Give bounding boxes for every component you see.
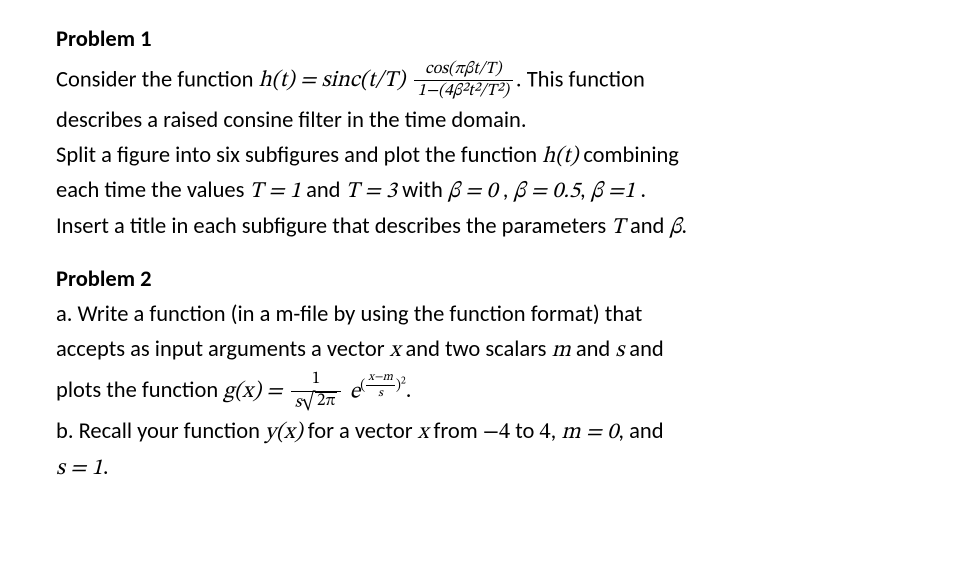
math-ht: h(t) bbox=[542, 146, 578, 168]
text-span: and bbox=[571, 336, 616, 363]
text-span: . bbox=[635, 177, 646, 204]
math-h-def: h(t) = sinc(t/T) cos(πβt/T) 1−(4β²t²/T²) bbox=[259, 70, 516, 92]
problem-1-line-3: Split a figure into six subfigures and p… bbox=[56, 140, 922, 174]
math-gx: g(x) = 1 s√2π e(x−ms)2 bbox=[223, 381, 405, 403]
problem-2a-line-1: a. Write a function (in a m-file by usin… bbox=[56, 299, 922, 332]
text-span: each time the values bbox=[56, 177, 250, 204]
math-exp-frac: x−m s bbox=[366, 371, 395, 400]
sqrt: √2π bbox=[301, 392, 337, 412]
text-span: and two scalars bbox=[400, 336, 551, 363]
math-T1: T = 1 bbox=[250, 181, 301, 203]
math-exp: e(x−ms)2 bbox=[350, 371, 406, 409]
math-x: x bbox=[390, 340, 401, 362]
text-span: plots the function bbox=[56, 377, 223, 404]
fraction-numerator: cos(πβt/T) bbox=[425, 61, 501, 78]
problem-2: Problem 2 a. Write a function (in a m-fi… bbox=[56, 264, 922, 485]
text-span: and bbox=[624, 336, 664, 363]
text-span: and bbox=[301, 177, 346, 204]
problem-2a-line-2: accepts as input arguments a vector x an… bbox=[56, 334, 922, 368]
math-T: T bbox=[611, 217, 625, 239]
math-T3: T = 3 bbox=[346, 181, 397, 203]
problem-1-line-1: Consider the function h(t) = sinc(t/T) c… bbox=[56, 59, 922, 103]
text-span: accepts as input arguments a vector bbox=[56, 336, 390, 363]
math-gx-lhs: g(x) = bbox=[223, 381, 288, 403]
math-s1: s = 1 bbox=[56, 458, 103, 480]
fraction-denominator: 1−(4β²t²/T²) bbox=[418, 83, 509, 100]
math-b0: β = 0 bbox=[448, 181, 498, 203]
sqrt-sign-icon: √ bbox=[301, 394, 315, 411]
text-span: from bbox=[428, 418, 482, 445]
math-b05: β = 0.5 bbox=[514, 181, 581, 203]
problem-2-heading: Problem 2 bbox=[56, 264, 922, 297]
text-span: , and bbox=[618, 418, 663, 445]
problem-1-line-5: Insert a title in each subfigure that de… bbox=[56, 211, 922, 245]
sqrt-arg: 2π bbox=[317, 393, 335, 410]
math-lhs: h(t) = sinc(t/T) bbox=[259, 70, 406, 92]
text-span: combining bbox=[578, 142, 679, 169]
text-span: . bbox=[406, 377, 412, 404]
math-fraction: cos(πβt/T) 1−(4β²t²/T²) bbox=[414, 59, 513, 103]
math-yx: y(x) bbox=[265, 422, 303, 444]
problem-1-line-2: describes a raised consine filter in the… bbox=[56, 105, 922, 138]
math-4: 4 bbox=[539, 422, 550, 444]
problem-2b-line-1: b. Recall your function y(x) for a vecto… bbox=[56, 416, 922, 450]
math-fraction-gx: 1 s√2π bbox=[291, 369, 342, 414]
exp-num: x−m bbox=[368, 371, 393, 383]
math-beta: β bbox=[669, 217, 681, 239]
text-span: Split a figure into six subfigures and p… bbox=[56, 142, 542, 169]
text-span: . This function bbox=[516, 66, 645, 93]
problem-1-heading: Problem 1 bbox=[56, 24, 922, 57]
exp-den: s bbox=[378, 387, 383, 399]
problem-2a-line-3: plots the function g(x) = 1 s√2π e(x−ms)… bbox=[56, 369, 922, 414]
math-m0: m = 0 bbox=[561, 422, 618, 444]
text-span: , bbox=[551, 418, 562, 445]
problem-1: Problem 1 Consider the function h(t) = s… bbox=[56, 24, 922, 244]
math-e: e bbox=[350, 381, 360, 403]
fraction-den-s: s bbox=[295, 394, 302, 411]
text-span: . bbox=[681, 213, 687, 240]
text-span: and bbox=[625, 213, 670, 240]
problem-2b-line-2: s = 1. bbox=[56, 452, 922, 486]
text-span: with bbox=[397, 177, 448, 204]
math-s: s bbox=[615, 340, 624, 362]
text-span: , bbox=[498, 177, 514, 204]
math-neg4: −4 bbox=[483, 422, 510, 444]
text-span: to bbox=[510, 418, 539, 445]
text-span: for a vector bbox=[303, 418, 418, 445]
text-span: Insert a title in each subfigure that de… bbox=[56, 213, 611, 240]
text-span: , bbox=[580, 177, 591, 204]
math-b1: β =1 bbox=[591, 181, 636, 203]
text-span: . bbox=[103, 454, 109, 481]
text-span: Consider the function bbox=[56, 66, 259, 93]
problem-1-line-4: each time the values T = 1 and T = 3 wit… bbox=[56, 175, 922, 209]
math-m: m bbox=[552, 340, 571, 362]
document-page: Problem 1 Consider the function h(t) = s… bbox=[0, 0, 978, 486]
math-x2: x bbox=[418, 422, 429, 444]
fraction-numerator: 1 bbox=[312, 371, 320, 388]
text-span: b. Recall your function bbox=[56, 418, 265, 445]
